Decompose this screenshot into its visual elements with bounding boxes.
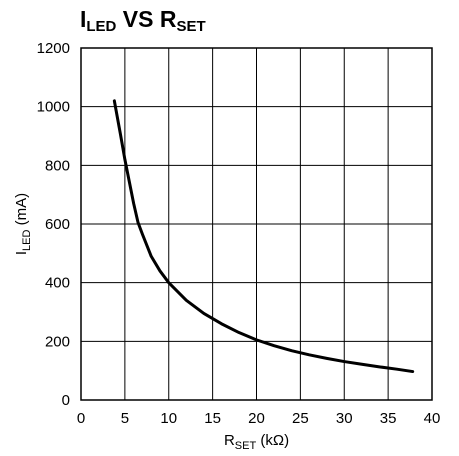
y-tick-label: 1000	[37, 99, 70, 116]
x-tick-labels: 0 5 10 15 20 25 30 35 40	[77, 410, 441, 427]
x-axis-label-subscript: SET	[235, 440, 257, 452]
y-tick-label: 200	[45, 333, 70, 350]
x-tick-label: 10	[160, 410, 177, 427]
y-tick-label: 0	[62, 392, 70, 409]
y-tick-label: 400	[45, 275, 70, 292]
y-tick-label: 1200	[37, 40, 70, 57]
x-tick-label: 40	[424, 410, 441, 427]
x-tick-label: 30	[336, 410, 353, 427]
grid-lines	[80, 47, 433, 401]
x-tick-label: 0	[77, 410, 85, 427]
y-tick-label: 800	[45, 157, 70, 174]
x-axis-label-main: R	[224, 432, 235, 449]
x-tick-label: 15	[204, 410, 221, 427]
series-line	[112, 99, 415, 374]
title-main-subscript: LED	[86, 18, 117, 35]
x-tick-label: 20	[248, 410, 265, 427]
y-axis-label-main: I	[13, 251, 30, 255]
title-main: I	[80, 6, 87, 32]
x-tick-label: 5	[121, 410, 129, 427]
y-axis-label-subscript: LED	[21, 229, 33, 250]
series-layer	[112, 99, 415, 374]
title-middle: VS R	[116, 6, 177, 32]
x-axis-label-unit: (kΩ)	[256, 432, 289, 449]
plot-frame	[80, 47, 433, 401]
x-axis-label: RSET (kΩ)	[224, 432, 289, 452]
chart-title: ILED VS RSET	[80, 6, 206, 35]
x-tick-label: 35	[380, 410, 397, 427]
x-tick-label: 25	[292, 410, 309, 427]
title-middle-subscript: SET	[176, 18, 206, 35]
y-tick-labels: 0 200 400 600 800 1000 1200	[37, 40, 70, 409]
y-tick-label: 600	[45, 216, 70, 233]
y-axis-label: ILED (mA)	[13, 193, 33, 255]
y-axis-label-unit: (mA)	[13, 193, 30, 230]
